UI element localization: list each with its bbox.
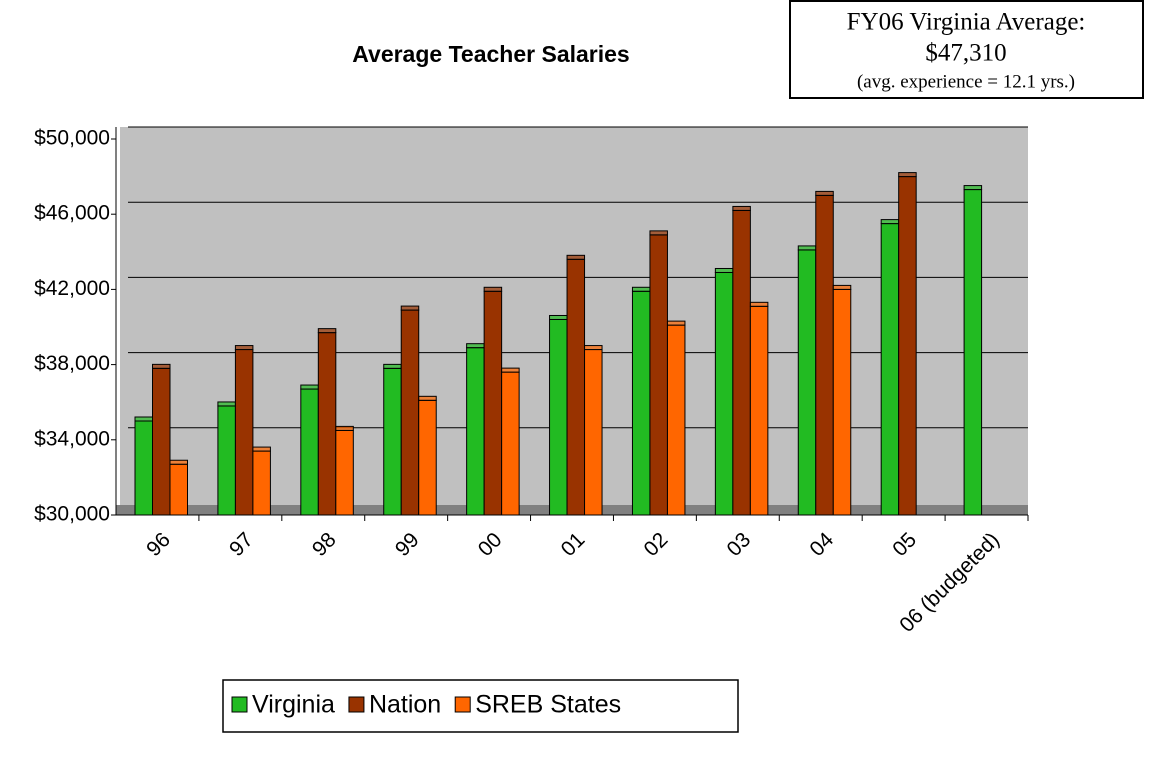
bar-cap	[549, 314, 568, 320]
bar	[898, 176, 917, 516]
bar	[335, 429, 354, 516]
bar	[252, 450, 271, 516]
legend-swatch	[231, 696, 248, 713]
bar-cap	[400, 305, 420, 311]
annotation-line: (avg. experience = 12.1 yrs.)	[857, 71, 1075, 92]
x-tick-label: 98	[308, 528, 341, 561]
bar	[383, 367, 402, 516]
x-tick-label: 00	[474, 528, 507, 561]
bar	[584, 349, 603, 516]
bar-cap	[584, 345, 603, 351]
bar-cap	[815, 190, 834, 196]
bar	[483, 290, 503, 516]
legend-box	[222, 679, 739, 733]
bar-cap	[252, 446, 271, 452]
bar-cap	[631, 286, 651, 292]
bar-cap	[714, 267, 734, 273]
chart-title: Average Teacher Salaries	[352, 41, 629, 67]
x-tick-label: 05	[888, 528, 921, 561]
bar	[649, 234, 668, 516]
bar-cap	[880, 219, 900, 225]
bar-cap	[134, 416, 153, 422]
bar-cap	[797, 245, 817, 251]
x-tick-label: 97	[225, 528, 258, 561]
bar	[134, 420, 153, 516]
x-tick-label: 99	[391, 528, 424, 561]
legend-label: Virginia	[252, 691, 335, 719]
y-tick-label: $42,000	[34, 277, 110, 300]
bar-cap	[649, 230, 668, 236]
annotation-box	[789, 0, 1144, 99]
bar	[749, 305, 769, 516]
x-tick-label: 02	[640, 528, 673, 561]
bar-cap	[217, 401, 236, 407]
bar	[169, 463, 188, 516]
annotation-line: FY06 Virginia Average:	[847, 9, 1086, 36]
x-tick-label: 96	[142, 528, 175, 561]
bar-cap	[501, 367, 520, 373]
bar-cap	[963, 185, 983, 191]
x-tick-label: 03	[722, 528, 755, 561]
bar-cap	[732, 205, 751, 211]
bar-cap	[383, 363, 402, 369]
bar	[152, 367, 171, 516]
bar	[566, 258, 586, 516]
bar	[832, 288, 852, 516]
bar	[549, 318, 568, 516]
bar	[418, 399, 437, 516]
bar	[317, 332, 337, 516]
legend-label: SREB States	[475, 691, 621, 719]
bar	[963, 189, 983, 516]
annotation-line: $47,310	[925, 40, 1006, 67]
bar	[732, 209, 751, 516]
bar	[466, 347, 485, 516]
bar-cap	[152, 363, 171, 369]
bar	[501, 371, 520, 516]
bar-cap	[234, 345, 254, 351]
bar-cap	[832, 284, 852, 290]
bar	[797, 249, 817, 516]
bar-cap	[566, 254, 586, 260]
bar	[631, 290, 651, 516]
y-tick-label: $46,000	[34, 202, 110, 225]
x-tick-label: 01	[557, 528, 590, 561]
y-tick-label: $50,000	[34, 127, 110, 150]
bar	[714, 271, 734, 516]
bar-cap	[466, 343, 485, 349]
legend-swatch	[348, 696, 365, 713]
bar	[880, 223, 900, 516]
bar	[234, 349, 254, 516]
bar	[666, 324, 686, 516]
y-tick-label: $38,000	[34, 352, 110, 375]
bar	[815, 194, 834, 516]
bar-cap	[666, 320, 686, 326]
bar-cap	[169, 459, 188, 465]
bar-cap	[898, 172, 917, 178]
bar-cap	[483, 286, 503, 292]
bar	[300, 388, 319, 516]
bar-cap	[335, 425, 354, 431]
bar-cap	[300, 384, 319, 390]
bar-cap	[418, 395, 437, 401]
y-tick-label: $34,000	[34, 427, 110, 450]
bar	[400, 309, 420, 516]
legend-swatch	[454, 696, 471, 713]
legend-label: Nation	[369, 691, 441, 719]
bar	[217, 405, 236, 516]
x-tick-label: 04	[805, 528, 838, 561]
bar-cap	[317, 328, 337, 334]
y-tick-label: $30,000	[34, 503, 110, 526]
bar-cap	[749, 301, 769, 307]
